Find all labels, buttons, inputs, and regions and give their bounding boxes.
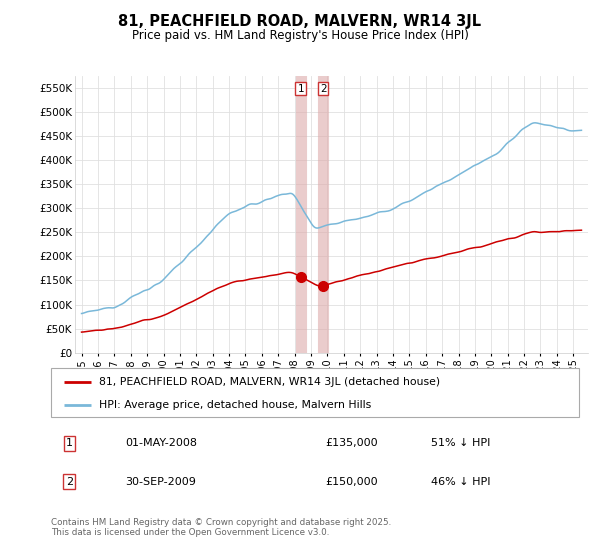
Text: 30-SEP-2009: 30-SEP-2009 bbox=[125, 477, 196, 487]
Text: Contains HM Land Registry data © Crown copyright and database right 2025.
This d: Contains HM Land Registry data © Crown c… bbox=[51, 518, 391, 538]
Text: Price paid vs. HM Land Registry's House Price Index (HPI): Price paid vs. HM Land Registry's House … bbox=[131, 29, 469, 42]
Text: £135,000: £135,000 bbox=[326, 438, 378, 448]
Text: 46% ↓ HPI: 46% ↓ HPI bbox=[431, 477, 491, 487]
Text: 1: 1 bbox=[66, 438, 73, 448]
Text: £150,000: £150,000 bbox=[326, 477, 378, 487]
Text: 2: 2 bbox=[320, 83, 326, 94]
Text: 81, PEACHFIELD ROAD, MALVERN, WR14 3JL: 81, PEACHFIELD ROAD, MALVERN, WR14 3JL bbox=[118, 14, 482, 29]
FancyBboxPatch shape bbox=[51, 368, 579, 417]
Text: HPI: Average price, detached house, Malvern Hills: HPI: Average price, detached house, Malv… bbox=[98, 400, 371, 410]
Text: 51% ↓ HPI: 51% ↓ HPI bbox=[431, 438, 491, 448]
Text: 1: 1 bbox=[298, 83, 304, 94]
Text: 01-MAY-2008: 01-MAY-2008 bbox=[125, 438, 197, 448]
Text: 2: 2 bbox=[66, 477, 73, 487]
Text: 81, PEACHFIELD ROAD, MALVERN, WR14 3JL (detached house): 81, PEACHFIELD ROAD, MALVERN, WR14 3JL (… bbox=[98, 377, 440, 387]
